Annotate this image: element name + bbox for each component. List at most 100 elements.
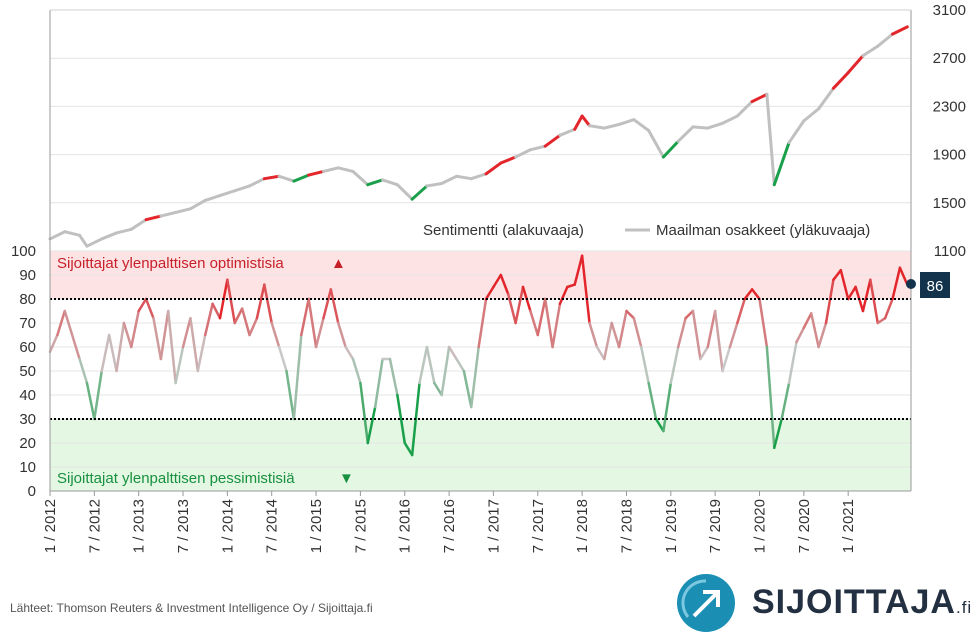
world-stocks-segment <box>425 182 444 188</box>
optimism-label: Sijoittajat ylenpalttisen optimistisia <box>57 255 284 272</box>
world-stocks-segment <box>602 122 621 130</box>
axes <box>49 9 912 492</box>
sentiment-segment <box>639 345 650 385</box>
sentiment-segment <box>558 285 569 306</box>
sentiment-segment <box>425 345 436 385</box>
world-stocks-segment <box>573 114 584 131</box>
sentiment-segment <box>758 297 769 349</box>
world-stocks-segment <box>528 144 547 152</box>
world-stocks-segment <box>248 177 266 188</box>
sentiment-segment <box>514 285 525 325</box>
x-tick-labels: 1 / 2012 7 / 2012 1 / 2013 7 / 2013 1 / 2014… <box>42 491 857 553</box>
world-stocks-segment <box>292 173 311 183</box>
sentiment-segment <box>263 283 273 325</box>
sentiment-segment <box>654 417 665 433</box>
sentiment-segment <box>632 316 643 349</box>
x-tick-label: 1 / 2019 <box>663 499 680 553</box>
world-stocks-segment <box>410 184 429 201</box>
legend-stocks-label: Maailman osakkeet (yläkuvaaja) <box>656 222 870 239</box>
world-stocks-segment <box>721 114 739 125</box>
sijoittaja-logo[interactable]: SIJOITTAJA.fi <box>676 574 971 633</box>
x-tick-label: 1 / 2020 <box>751 499 768 553</box>
sentiment-segment <box>144 297 155 320</box>
x-tick-label: 1 / 2021 <box>840 499 857 553</box>
world-stocks-segment <box>395 183 414 201</box>
sentiment-segment <box>152 316 163 361</box>
sentiment-segment <box>447 345 458 361</box>
sentiment-segment <box>196 333 207 373</box>
sentiment-segment <box>277 345 288 373</box>
world-stocks-segment <box>48 230 67 241</box>
world-stocks-line <box>48 25 909 248</box>
threshold-lines <box>50 298 911 420</box>
x-tick-label: 7 / 2019 <box>707 499 724 553</box>
sentiment-segment <box>470 345 480 409</box>
sentiment-segment <box>366 405 377 445</box>
sentiment-segment <box>63 309 81 361</box>
y-tick-label: 70 <box>19 315 36 332</box>
sentiment-segment <box>359 381 370 445</box>
world-stocks-segment <box>588 124 606 130</box>
x-tick-label: 7 / 2020 <box>796 499 813 553</box>
world-stocks-segment <box>558 127 577 137</box>
sentiment-segment <box>344 345 355 361</box>
y-tick-label-right: 2300 <box>933 98 966 115</box>
sentiment-segment <box>743 288 754 301</box>
sentiment-segment <box>181 316 192 349</box>
world-stocks-segment <box>499 155 518 165</box>
sentiment-segment <box>203 302 214 337</box>
sentiment-segment <box>750 288 761 301</box>
sentiment-segment <box>869 278 879 325</box>
sentiment-segment <box>773 417 783 450</box>
sentiment-segment <box>699 345 710 361</box>
sentiment-segment <box>566 283 576 289</box>
world-stocks-segment <box>876 32 895 48</box>
sentiment-segment <box>691 309 702 361</box>
sentiment-segment <box>433 381 443 397</box>
sentiment-segment <box>336 321 347 349</box>
sentiment-segment <box>839 268 850 301</box>
pessimism-arrow-icon: ▼ <box>339 470 354 487</box>
world-stocks-segment <box>543 133 562 148</box>
y-tick-label: 100 <box>11 243 36 260</box>
sentiment-segment <box>588 321 599 349</box>
sentiment-segment <box>809 312 820 349</box>
sentiment-segment <box>329 288 340 325</box>
world-stocks-segment <box>307 169 325 177</box>
sentiment-segment <box>817 321 828 349</box>
world-stocks-segment <box>115 227 133 235</box>
world-stocks-segment <box>203 194 222 202</box>
sentiment-segment <box>307 297 318 349</box>
x-tick-label: 1 / 2018 <box>574 499 591 553</box>
legend-sentiment-label: Sentimentti (alakuvaaja) <box>423 222 584 239</box>
sentiment-segment <box>462 369 473 409</box>
sentiment-segment <box>551 302 562 349</box>
world-stocks-segment <box>78 233 89 248</box>
world-stocks-segment <box>218 189 237 198</box>
x-tick-label: 7 / 2018 <box>618 499 635 553</box>
y-tick-label: 20 <box>19 435 36 452</box>
sentiment-segment <box>351 357 362 385</box>
current-value-marker: 86 <box>906 272 950 298</box>
sentiment-segment <box>617 309 628 349</box>
world-stocks-segment <box>188 198 207 211</box>
sentiment-segment <box>85 381 96 421</box>
sentiment-segment <box>795 326 806 344</box>
world-stocks-segment <box>63 230 82 237</box>
world-stocks-segment <box>351 169 370 187</box>
world-stocks-segment <box>891 25 909 36</box>
sentiment-segment <box>292 333 303 421</box>
x-tick-label: 1 / 2016 <box>397 499 414 553</box>
world-stocks-segment <box>735 100 754 118</box>
world-stocks-segment <box>129 218 148 231</box>
world-stocks-segment <box>381 178 399 187</box>
world-stocks-segment <box>617 118 636 126</box>
world-stocks-segment <box>772 141 791 187</box>
sentiment-segment <box>174 345 185 385</box>
world-stocks-segment <box>817 86 835 111</box>
sentiment-segment <box>403 441 414 457</box>
y-tick-label-right: 1900 <box>933 147 966 164</box>
sentiment-segment <box>506 292 517 325</box>
sentiment-segment <box>610 321 621 349</box>
